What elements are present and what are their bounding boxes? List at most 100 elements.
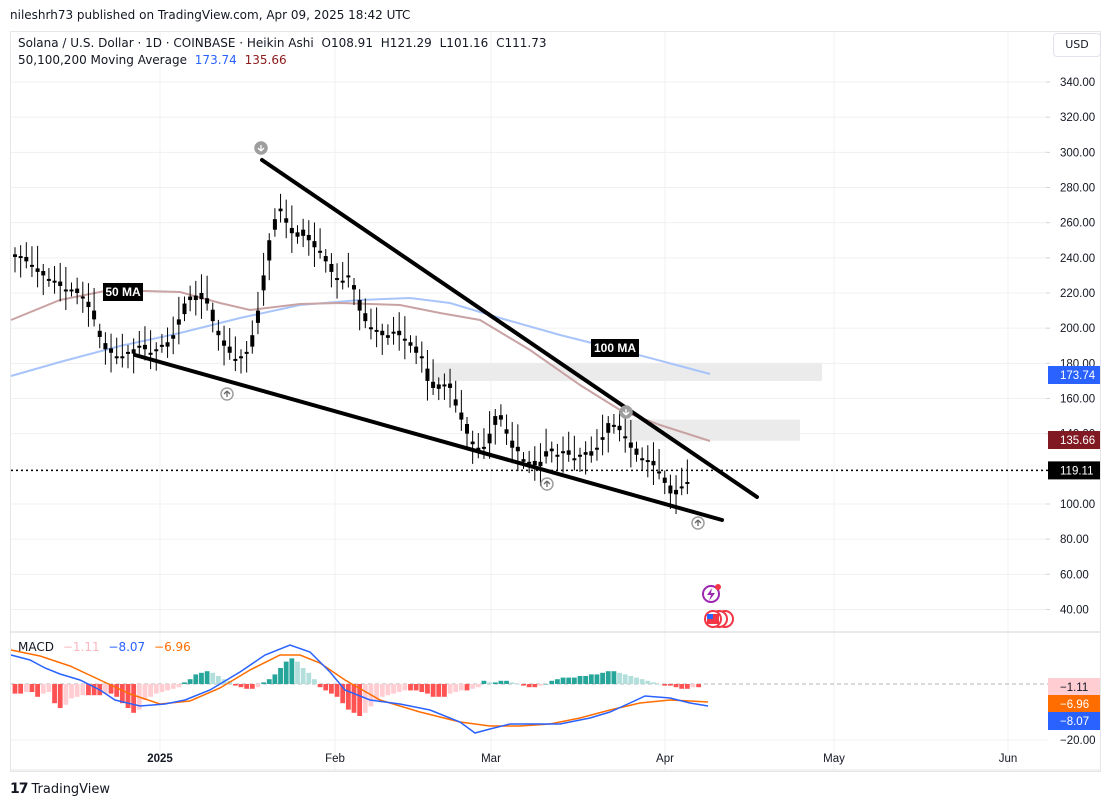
macd-histogram-bar	[656, 684, 662, 685]
candle-body	[52, 280, 57, 283]
candle-body	[29, 264, 34, 267]
macd-histogram-bar	[379, 684, 385, 697]
macd-histogram-bar	[651, 682, 656, 684]
candle-body	[561, 451, 566, 454]
macd-histogram-bar	[249, 684, 255, 689]
macd-histogram-bar	[487, 682, 492, 684]
candle-body	[312, 241, 317, 248]
macd-histogram-bar	[114, 684, 120, 697]
macd-label[interactable]: MACD	[18, 640, 54, 654]
candle-body	[578, 454, 582, 457]
candle-body	[103, 343, 108, 350]
lightning-bolt-icon	[707, 588, 715, 601]
upper-wedge-trendline[interactable]	[260, 158, 759, 499]
macd-histogram-bar	[312, 679, 317, 684]
macd-histogram-bar	[594, 674, 600, 684]
macd-histogram-bar	[170, 684, 176, 689]
candle-body	[589, 451, 594, 456]
macd-histogram-bar	[696, 684, 702, 688]
candle-body	[352, 285, 356, 290]
last-price-label-bg	[1048, 461, 1100, 480]
candle-body	[41, 271, 46, 276]
candle-body	[414, 346, 419, 353]
macd-histogram-bar	[244, 684, 250, 689]
macd-histogram-bar	[442, 684, 447, 697]
candle-body	[679, 486, 684, 489]
macd-histogram-bar	[63, 684, 69, 705]
candle-body	[75, 288, 80, 293]
ma50-annotation-bg	[103, 283, 143, 301]
macd-histogram-bar	[413, 684, 419, 691]
candle-body	[131, 349, 136, 354]
macd-histogram-bar	[634, 677, 639, 684]
macd-histogram-bar	[255, 684, 261, 688]
macd-histogram-bar	[464, 684, 470, 691]
symbol-name[interactable]: Solana / U.S. Dollar · 1D · COINBASE · H…	[18, 36, 314, 50]
publish-info: nileshrh73 published on TradingView.com,…	[10, 8, 411, 22]
macd-histogram-bar	[560, 677, 566, 684]
macd-histogram-bar	[492, 682, 498, 684]
candle-body	[97, 330, 102, 337]
time-axis-label: Apr	[656, 753, 674, 765]
candle-body	[436, 384, 441, 389]
macd-histogram-bar	[391, 684, 396, 694]
ohlc-close: C111.73	[496, 36, 547, 50]
macd-histogram-bar	[69, 684, 74, 699]
macd-histogram-bar	[690, 684, 696, 688]
brand-name: TradingView	[31, 781, 111, 797]
macd-histogram-bar	[566, 677, 572, 684]
macd-histogram-bar	[74, 684, 80, 697]
candle-body	[645, 460, 650, 463]
candle-body	[555, 454, 560, 457]
macd-histogram-bar	[159, 684, 165, 692]
candle-body	[510, 440, 515, 448]
candle-body	[250, 335, 255, 347]
macd-histogram-bar	[453, 684, 459, 692]
macd-histogram-bar	[622, 674, 628, 684]
ohlc-open: O108.91	[321, 36, 373, 50]
macd-histogram-bar	[430, 684, 436, 697]
price-axis-label: 300.00	[1060, 147, 1095, 159]
candle-body	[295, 232, 300, 237]
macd-histogram-bar	[148, 684, 153, 697]
candle-body	[532, 460, 537, 466]
currency-button[interactable]: USD	[1053, 33, 1101, 57]
candle-body	[323, 256, 328, 262]
candle-body	[640, 458, 645, 461]
macd-histogram-bar	[498, 680, 504, 684]
macd-histogram-bar	[583, 676, 589, 684]
macd-histogram-bar	[628, 676, 634, 684]
candle-body	[69, 289, 74, 292]
candle-body	[628, 442, 633, 448]
macd-histogram-bar	[345, 684, 351, 710]
candle-body	[154, 349, 159, 352]
ma-indicator-label[interactable]: 50,100,200 Moving Average	[18, 53, 187, 67]
candle-body	[222, 340, 227, 346]
ohlc-high: H121.29	[380, 36, 432, 50]
macd-histogram-bar	[549, 680, 555, 684]
candle-body	[487, 433, 492, 444]
macd-histogram-bar	[357, 684, 363, 716]
macd-histogram-bar	[481, 680, 487, 684]
price-axis-label: 320.00	[1060, 112, 1095, 124]
candle-body	[566, 450, 571, 455]
candle-body	[114, 356, 119, 359]
macd-histogram-bar	[204, 671, 210, 684]
macd-histogram-bar	[374, 684, 379, 700]
macd-histogram-bar	[521, 684, 526, 686]
candle-body	[80, 296, 85, 299]
candle-body	[600, 437, 605, 440]
time-axis-label: May	[823, 753, 845, 765]
macd-line-value: −8.07	[108, 640, 146, 654]
lower-wedge-trendline[interactable]	[133, 353, 724, 522]
candle-body	[391, 331, 396, 334]
macd-histogram-bar	[18, 684, 24, 694]
candle-body	[583, 452, 588, 455]
candle-body	[159, 344, 164, 347]
candle-body	[120, 356, 125, 359]
macd-histogram-bar	[515, 684, 521, 685]
candle-body	[544, 451, 549, 457]
price-axis-label: 60.00	[1060, 569, 1089, 581]
ma100-annotation: 100 MA	[594, 341, 636, 355]
